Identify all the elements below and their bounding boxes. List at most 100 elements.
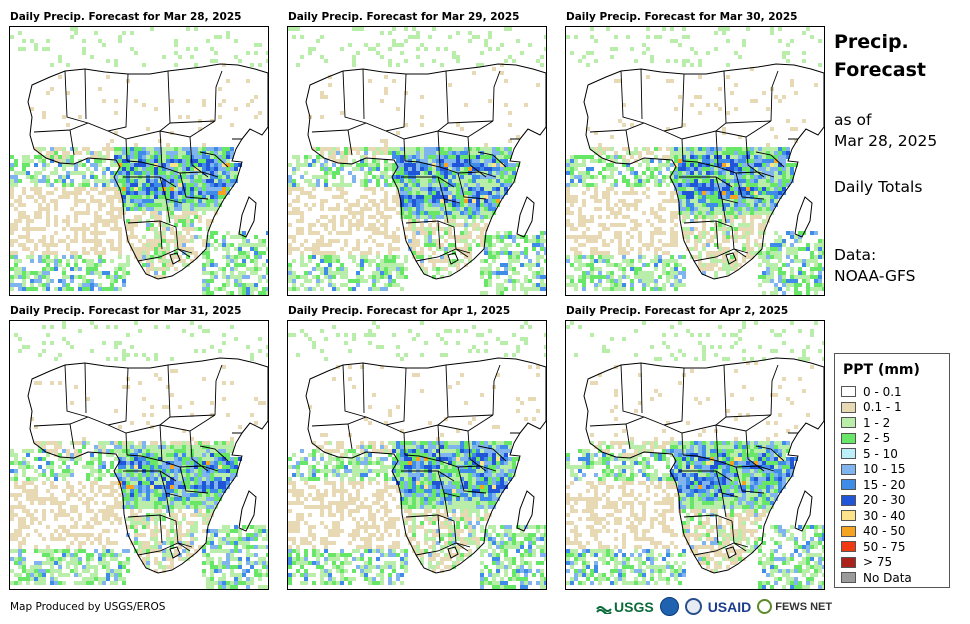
country-border — [625, 423, 631, 450]
legend-item: 5 - 10 — [841, 446, 949, 462]
legend-label: 0.1 - 1 — [863, 400, 902, 415]
usgs-logo: USGS — [596, 599, 654, 615]
forecast-panel-3: Daily Precip. Forecast for Mar 30, 2025 — [565, 10, 825, 296]
country-border — [84, 362, 87, 414]
legend-item: 40 - 50 — [841, 524, 949, 540]
country-border — [362, 362, 365, 414]
legend-item: 2 - 5 — [841, 431, 949, 447]
legend-swatch — [841, 432, 856, 444]
legend-label: 2 - 5 — [863, 431, 891, 446]
coastline — [583, 357, 824, 574]
country-border — [159, 364, 171, 426]
legend-label: No Data — [863, 570, 912, 585]
legend-swatch — [841, 525, 856, 537]
country-border — [715, 364, 727, 426]
country-border — [165, 492, 171, 518]
country-border — [715, 130, 719, 168]
forecast-panel-1: Daily Precip. Forecast for Mar 28, 2025 — [9, 10, 269, 296]
country-border — [159, 70, 171, 132]
country-border — [467, 430, 487, 472]
africa-map — [566, 27, 824, 295]
country-border — [64, 364, 89, 418]
country-border — [492, 364, 501, 416]
legend-swatch — [841, 417, 856, 429]
country-border — [437, 514, 441, 544]
country-border — [437, 424, 441, 462]
country-border — [788, 422, 807, 434]
precip-map — [287, 320, 547, 590]
country-border — [437, 130, 441, 168]
country-border — [770, 364, 779, 416]
legend-swatch — [841, 463, 856, 475]
country-border — [443, 198, 449, 224]
country-border — [347, 423, 353, 450]
panel-title: Daily Precip. Forecast for Mar 29, 2025 — [288, 11, 520, 23]
country-border — [457, 172, 487, 200]
country-border — [443, 492, 449, 518]
legend-swatch — [841, 510, 856, 522]
legend-label: 0 - 0.1 — [863, 384, 902, 399]
legend-swatch — [841, 448, 856, 460]
madagascar-outline — [794, 490, 813, 532]
lesotho-outline — [725, 252, 737, 265]
country-border — [69, 129, 75, 156]
country-border — [179, 172, 209, 200]
country-border — [214, 70, 223, 122]
legend-item: 20 - 30 — [841, 493, 949, 509]
map-credit: Map Produced by USGS/EROS — [10, 601, 166, 613]
country-border — [347, 129, 353, 156]
precip-field — [288, 27, 546, 295]
precip-field — [566, 27, 824, 295]
country-border — [735, 172, 765, 200]
legend-item: 10 - 15 — [841, 462, 949, 478]
country-border — [362, 68, 365, 120]
africa-map — [288, 27, 546, 295]
panel-title: Daily Precip. Forecast for Mar 31, 2025 — [10, 305, 242, 317]
country-border — [721, 198, 727, 224]
noaa-logo-icon — [659, 597, 679, 616]
country-border — [189, 136, 209, 178]
forecast-panel-5: Daily Precip. Forecast for Apr 1, 2025 — [287, 304, 547, 590]
country-border — [745, 430, 765, 472]
panel-title: Daily Precip. Forecast for Mar 28, 2025 — [10, 11, 242, 23]
country-border — [735, 466, 765, 494]
country-border — [510, 422, 529, 434]
lesotho-outline — [725, 546, 737, 559]
country-border — [663, 367, 685, 426]
country-border — [745, 136, 765, 178]
panel-title: Daily Precip. Forecast for Apr 1, 2025 — [288, 305, 511, 317]
usgs-logo-text: USGS — [614, 598, 654, 615]
data-source: NOAA-GFS — [834, 267, 916, 285]
precip-field — [10, 27, 268, 295]
country-border — [437, 364, 449, 426]
madagascar-outline — [238, 196, 257, 238]
country-border — [69, 423, 75, 450]
country-border — [715, 424, 719, 462]
country-border — [457, 466, 487, 494]
country-border — [640, 362, 643, 414]
country-border — [589, 414, 772, 434]
country-border — [84, 68, 87, 120]
legend-item: 15 - 20 — [841, 477, 949, 493]
country-border — [126, 160, 219, 178]
precip-map — [9, 320, 269, 590]
legend-item: 30 - 40 — [841, 508, 949, 524]
lesotho-outline — [169, 546, 181, 559]
legend-swatch — [841, 572, 856, 584]
country-border — [403, 432, 406, 456]
country-border — [125, 432, 128, 456]
madagascar-outline — [516, 196, 535, 238]
country-border — [137, 542, 193, 556]
country-border — [788, 128, 807, 140]
country-border — [125, 138, 128, 162]
country-border — [681, 138, 684, 162]
country-border — [403, 138, 406, 162]
country-border — [404, 160, 497, 178]
legend-item: 50 - 75 — [841, 539, 949, 555]
africa-map — [10, 321, 268, 589]
forecast-panel-4: Daily Precip. Forecast for Mar 31, 2025 — [9, 304, 269, 590]
country-border — [725, 120, 772, 124]
agency-logos: USGS USAID FEWS NET — [596, 597, 832, 616]
